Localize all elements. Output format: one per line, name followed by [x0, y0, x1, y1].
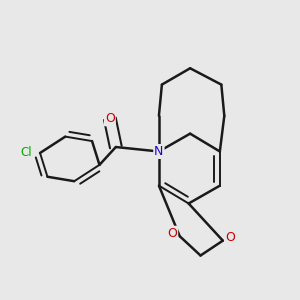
Text: N: N [154, 145, 164, 158]
Text: O: O [225, 231, 235, 244]
Text: Cl: Cl [21, 146, 32, 160]
Text: O: O [105, 112, 115, 125]
Text: O: O [167, 227, 177, 240]
